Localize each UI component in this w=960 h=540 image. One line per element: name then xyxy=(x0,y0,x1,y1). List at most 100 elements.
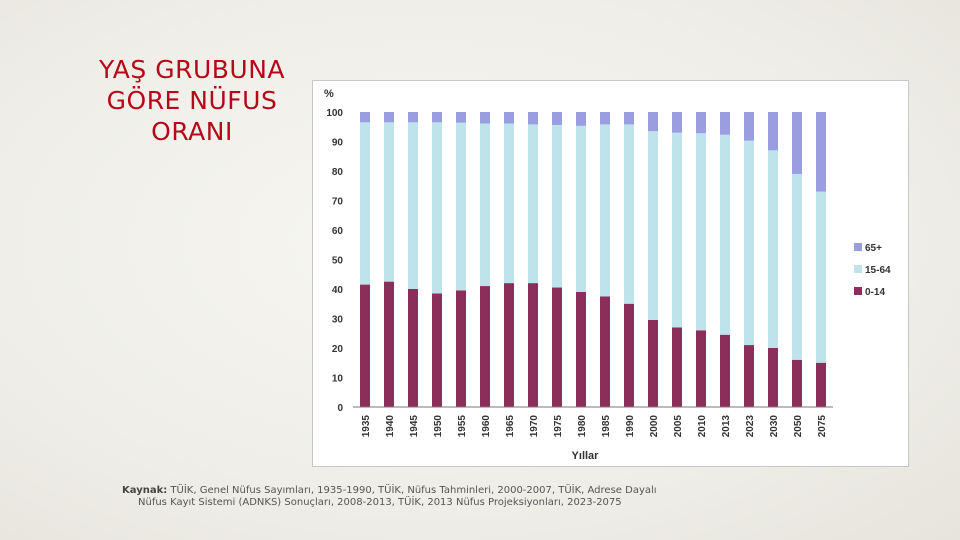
bar-segment-65plus xyxy=(792,112,802,174)
x-tick-label: 1965 xyxy=(505,415,516,438)
x-tick-label: 1940 xyxy=(385,415,396,438)
source-line-2: Nüfus Kayıt Sistemi (ADNKS) Sonuçları, 2… xyxy=(138,497,622,508)
bar-segment-0-14 xyxy=(600,296,610,407)
bar-segment-65plus xyxy=(624,112,634,125)
bar-segment-15-64 xyxy=(672,132,682,328)
legend-label: 15-64 xyxy=(865,265,891,276)
bar-segment-65plus xyxy=(816,112,826,192)
bar-segment-65plus xyxy=(480,112,490,124)
bar-segment-65plus xyxy=(384,112,394,123)
title-line-2: GÖRE NÜFUS xyxy=(106,86,278,115)
x-tick-label: 2000 xyxy=(649,415,660,438)
x-axis-label: Yıllar xyxy=(572,450,600,462)
source-label: Kaynak: xyxy=(122,485,168,496)
bar-segment-0-14 xyxy=(384,281,394,407)
bar-segment-0-14 xyxy=(408,289,418,407)
x-tick-label: 1985 xyxy=(601,415,612,438)
bar-segment-65plus xyxy=(672,112,682,133)
x-tick-label: 1970 xyxy=(529,415,540,438)
y-tick-label: 80 xyxy=(332,167,344,178)
y-tick-label: 60 xyxy=(332,226,344,237)
bar-segment-15-64 xyxy=(480,123,490,287)
bar-segment-15-64 xyxy=(360,122,370,285)
bar-segment-0-14 xyxy=(432,293,442,407)
bar-segment-0-14 xyxy=(696,330,706,407)
bar-segment-65plus xyxy=(648,112,658,132)
x-tick-label: 1990 xyxy=(625,415,636,438)
y-tick-label: 90 xyxy=(332,138,344,149)
bar-segment-15-64 xyxy=(576,125,586,292)
x-tick-label: 2005 xyxy=(673,415,684,438)
title-line-3: ORANI xyxy=(151,117,233,146)
y-tick-label: 100 xyxy=(326,108,343,119)
bar-segment-0-14 xyxy=(480,286,490,407)
bar-segment-15-64 xyxy=(624,124,634,304)
x-tick-label: 2075 xyxy=(817,415,828,438)
legend-swatch xyxy=(854,265,862,273)
y-tick-label: 70 xyxy=(332,197,344,208)
legend-swatch xyxy=(854,243,862,251)
bar-segment-15-64 xyxy=(648,131,658,320)
legend-label: 65+ xyxy=(865,243,882,254)
y-tick-label: 10 xyxy=(332,374,344,385)
bar-segment-15-64 xyxy=(528,124,538,284)
source-note: Kaynak: TÜİK, Genel Nüfus Sayımları, 193… xyxy=(122,485,762,509)
bar-segment-15-64 xyxy=(408,122,418,289)
x-tick-label: 1960 xyxy=(481,415,492,438)
x-tick-label: 1955 xyxy=(457,415,468,438)
bar-segment-65plus xyxy=(456,112,466,123)
bar-segment-0-14 xyxy=(456,290,466,407)
bar-segment-65plus xyxy=(432,112,442,123)
bar-segment-0-14 xyxy=(720,334,730,407)
bar-segment-0-14 xyxy=(792,359,802,407)
bar-segment-0-14 xyxy=(504,283,514,407)
slide-title: YAŞ GRUBUNA GÖRE NÜFUS ORANI xyxy=(72,54,312,147)
bar-segment-65plus xyxy=(528,112,538,125)
bar-segment-65plus xyxy=(768,112,778,151)
bar-segment-65plus xyxy=(696,112,706,134)
bar-segment-15-64 xyxy=(504,123,514,284)
bar-segment-65plus xyxy=(720,112,730,135)
bar-segment-65plus xyxy=(744,112,754,141)
y-tick-label: 20 xyxy=(332,344,344,355)
x-tick-label: 1975 xyxy=(553,415,564,438)
bar-segment-0-14 xyxy=(672,327,682,407)
bar-segment-15-64 xyxy=(816,191,826,363)
bar-segment-15-64 xyxy=(384,122,394,282)
y-tick-label: 30 xyxy=(332,315,344,326)
x-tick-label: 1945 xyxy=(409,415,420,438)
bar-segment-65plus xyxy=(360,112,370,123)
title-line-1: YAŞ GRUBUNA xyxy=(98,55,286,84)
bar-segment-15-64 xyxy=(600,124,610,297)
bar-segment-15-64 xyxy=(768,150,778,348)
y-tick-label: 50 xyxy=(332,256,344,267)
x-tick-label: 1980 xyxy=(577,415,588,438)
source-line-1: TÜİK, Genel Nüfus Sayımları, 1935-1990, … xyxy=(167,485,657,496)
bar-segment-0-14 xyxy=(552,287,562,407)
y-tick-label: 40 xyxy=(332,285,344,296)
bar-segment-0-14 xyxy=(528,283,538,407)
bar-segment-65plus xyxy=(408,112,418,123)
bar-segment-15-64 xyxy=(792,173,802,360)
bar-segment-0-14 xyxy=(816,362,826,407)
x-tick-label: 2013 xyxy=(721,415,732,438)
bar-segment-65plus xyxy=(600,112,610,125)
bar-segment-65plus xyxy=(552,112,562,125)
x-tick-label: 1935 xyxy=(361,415,372,438)
bar-segment-15-64 xyxy=(552,124,562,288)
x-tick-label: 2050 xyxy=(793,415,804,438)
x-tick-label: 1950 xyxy=(433,415,444,438)
x-tick-label: 2023 xyxy=(745,415,756,438)
bar-segment-15-64 xyxy=(744,140,754,346)
legend-swatch xyxy=(854,287,862,295)
bar-segment-0-14 xyxy=(576,291,586,407)
bar-segment-15-64 xyxy=(456,122,466,291)
bar-segment-0-14 xyxy=(624,303,634,407)
bar-segment-15-64 xyxy=(432,122,442,294)
y-tick-label: 0 xyxy=(337,403,343,414)
x-tick-label: 2010 xyxy=(697,415,708,438)
bar-segment-0-14 xyxy=(360,284,370,407)
bar-segment-65plus xyxy=(504,112,514,124)
bar-segment-0-14 xyxy=(648,319,658,407)
